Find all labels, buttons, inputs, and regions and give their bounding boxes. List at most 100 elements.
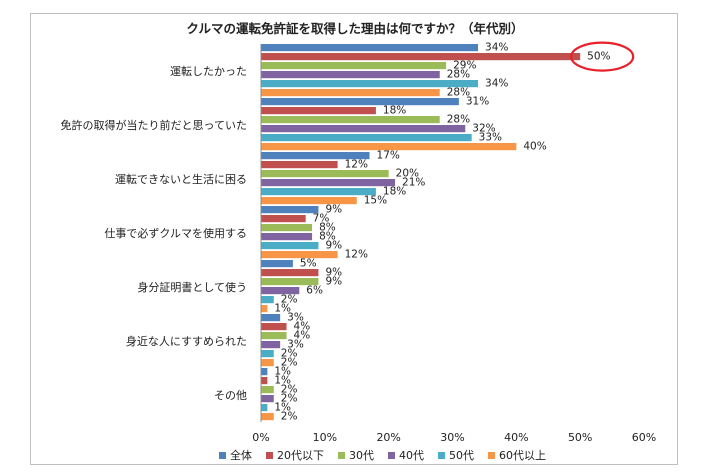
legend-swatch [388,452,395,459]
category-label: 仕事で必ずクルマを使用する [104,227,247,240]
legend-swatch [338,452,345,459]
bar [261,260,293,268]
bar [261,107,376,115]
legend: 全体 20代以下 30代 40代 50代 60代以上 [219,448,546,462]
bar [261,188,376,196]
bar [261,44,479,52]
x-tick-label: 60% [632,431,656,444]
value-label: 3% [287,339,304,351]
value-label: 28% [447,114,470,126]
x-tick-label: 10% [313,431,337,444]
value-labels: 34%50%29%28%34%28%31%18%28%32%33%40%17%1… [274,42,610,423]
category-label: その他 [214,389,247,402]
value-label: 2% [281,411,298,423]
bar [261,170,389,178]
category-label: 免許の取得が当たり前だと思っていた [61,118,247,132]
legend-label: 60代以上 [499,449,546,462]
value-label: 2% [281,393,298,405]
x-tick-label: 20% [376,431,400,444]
value-label: 28% [447,87,470,99]
x-tick-label: 0% [252,431,269,444]
bar [261,314,281,322]
value-label: 1% [274,402,291,414]
bar [261,341,281,349]
value-label: 32% [472,123,495,135]
bar [261,377,268,385]
value-label: 21% [402,177,425,189]
value-label: 12% [345,249,368,261]
bar [261,62,447,70]
bar [261,323,287,331]
bar [261,197,357,205]
value-label: 20% [396,168,419,180]
bar [261,179,396,187]
value-label: 18% [383,186,406,198]
category-label: 運転できないと生活に困る [115,172,247,186]
bar [261,125,466,133]
legend-swatch [438,452,445,459]
value-label: 2% [281,294,298,306]
value-label: 31% [466,96,489,108]
category-label: 身分証明書として使う [137,280,247,294]
bar [261,224,313,232]
legend-swatch [266,452,273,459]
value-label: 12% [345,159,368,171]
bar [261,206,319,214]
bar [261,305,268,313]
value-label: 6% [306,285,323,297]
bar [261,242,319,250]
value-label: 40% [523,141,546,153]
value-label: 9% [325,276,342,288]
chart-frame [30,13,678,465]
bar [261,215,306,223]
bar [261,386,274,394]
legend-swatch [219,452,226,459]
bar [261,269,319,277]
bar [261,251,338,259]
value-label: 9% [325,240,342,252]
bar [261,89,440,97]
bar [261,359,274,367]
value-label: 29% [453,60,476,72]
value-label: 5% [300,258,317,270]
legend-label: 30代 [349,449,374,462]
highlight-annotation [570,41,635,72]
bar [261,233,313,241]
value-label: 8% [319,222,336,234]
value-label: 18% [383,105,406,117]
value-label: 4% [294,330,311,342]
value-label: 1% [274,303,291,315]
value-label: 8% [319,231,336,243]
value-label: 9% [325,267,342,279]
legend-label: 40代 [399,449,424,462]
value-label: 2% [281,384,298,396]
x-tick-label: 30% [440,431,464,444]
legend-label: 50代 [449,449,474,462]
bar [261,368,268,376]
bar [261,287,300,295]
legend-swatch [488,452,495,459]
value-label: 2% [281,357,298,369]
bar [261,143,517,151]
category-labels: 運転したかった免許の取得が当たり前だと思っていた運転できないと生活に困る仕事で必… [61,65,247,402]
bar [261,350,274,358]
bar [261,404,268,412]
legend-label: 20代以下 [277,449,324,462]
value-label: 7% [313,213,330,225]
bar [261,413,274,421]
bar [261,71,440,79]
bar [261,332,287,340]
bars-layer [261,44,581,421]
value-label: 28% [447,69,470,81]
bar [261,134,472,142]
chart-title: クルマの運転免許証を取得した理由は何ですか？（年代別） [186,21,523,36]
x-tick-label: 40% [504,431,528,444]
bar [261,395,274,403]
category-label: 運転したかった [170,65,247,78]
bar [261,98,459,106]
x-axis: 0% 10% 20% 30% 40% 50% 60% [252,44,656,444]
bar [261,161,338,169]
x-tick-label: 50% [568,431,592,444]
value-label: 1% [274,375,291,387]
